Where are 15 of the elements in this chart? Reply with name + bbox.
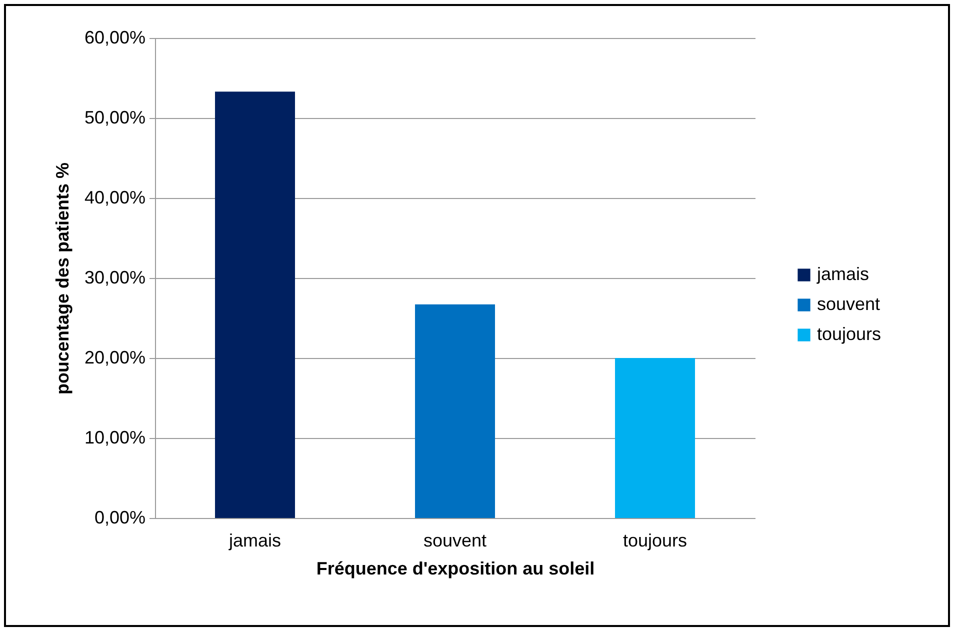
legend-label: jamais: [816, 264, 870, 284]
y-axis-title: poucentage des patients %: [52, 162, 72, 395]
x-axis-title: Fréquence d'exposition au soleil: [316, 558, 595, 578]
y-tick-label: 40,00%: [84, 188, 146, 208]
y-tick-label: 20,00%: [84, 348, 146, 368]
y-tick-label: 60,00%: [84, 28, 146, 48]
x-tick-label: souvent: [423, 530, 487, 550]
legend-label: toujours: [817, 324, 882, 344]
y-tick-label: 0,00%: [94, 508, 146, 528]
legend-label: souvent: [817, 294, 880, 314]
x-tick-label: jamais: [228, 530, 282, 550]
y-tick-label: 10,00%: [84, 428, 146, 448]
x-tick-label: toujours: [622, 530, 688, 550]
y-tick-label: 30,00%: [84, 268, 146, 288]
y-tick-label: 50,00%: [84, 108, 146, 128]
